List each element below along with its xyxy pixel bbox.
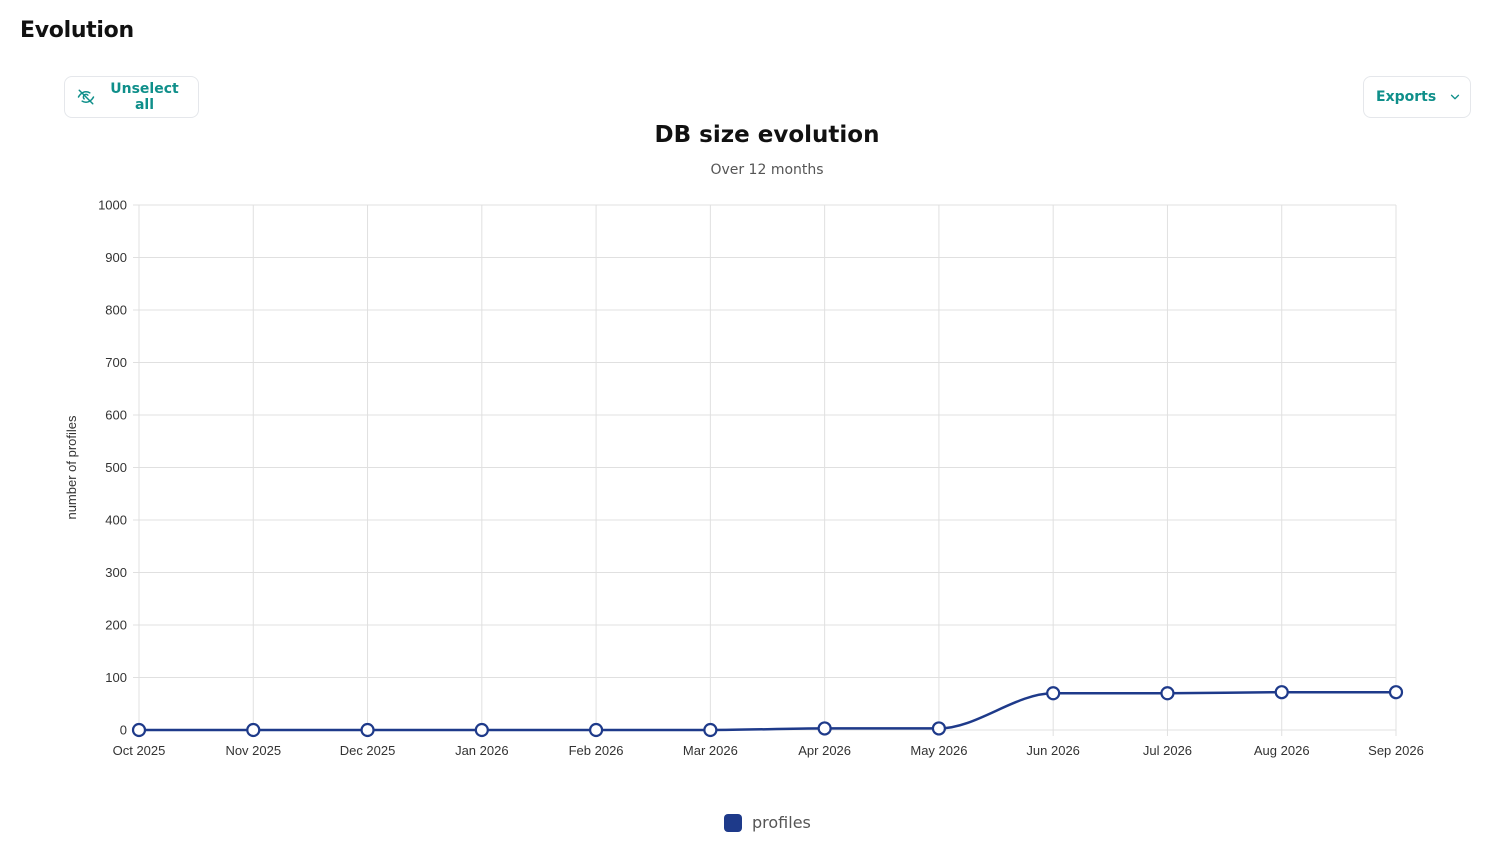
- exports-dropdown-button[interactable]: Exports: [1363, 76, 1471, 118]
- x-tick-label: May 2026: [910, 743, 967, 758]
- legend-swatch: [724, 813, 742, 832]
- page-title: Evolution: [20, 18, 134, 43]
- x-tick-label: Nov 2025: [225, 743, 281, 758]
- y-tick-label: 300: [105, 565, 127, 580]
- y-tick-label: 100: [105, 670, 127, 685]
- data-point: [1046, 686, 1061, 701]
- exports-label: Exports: [1376, 89, 1437, 105]
- y-tick-label: 500: [105, 460, 127, 475]
- chart-subtitle: Over 12 months: [710, 162, 824, 178]
- data-point: [1274, 685, 1289, 700]
- chevron-down-icon: [1448, 90, 1462, 104]
- data-point: [703, 722, 718, 738]
- data-point: [474, 722, 489, 738]
- y-tick-label: 700: [105, 355, 127, 370]
- x-tick-label: Mar 2026: [683, 743, 738, 758]
- data-point: [588, 722, 604, 738]
- series-line-profiles: [139, 690, 1396, 732]
- y-tick-label: 400: [105, 513, 127, 528]
- x-tick-label: Dec 2025: [340, 743, 396, 758]
- legend-label: profiles: [752, 813, 811, 832]
- x-tick-label: Apr 2026: [798, 743, 851, 758]
- x-tick-label: Jun 2026: [1026, 743, 1080, 758]
- data-point: [360, 722, 375, 738]
- data-point: [131, 722, 147, 738]
- data-point: [246, 722, 261, 738]
- x-tick-label: Jul 2026: [1143, 743, 1192, 758]
- y-tick-label: 900: [105, 250, 127, 265]
- y-tick-label: 800: [105, 303, 127, 318]
- y-axis-label: number of profiles: [64, 415, 79, 520]
- unselect-all-button[interactable]: Unselect all: [64, 76, 199, 118]
- x-tick-label: Oct 2025: [113, 743, 166, 758]
- unselect-all-label: Unselect all: [110, 81, 179, 113]
- y-tick-label: 600: [105, 408, 127, 423]
- data-point: [1388, 685, 1404, 700]
- data-point: [931, 721, 947, 736]
- y-tick-label: 200: [105, 618, 127, 633]
- y-tick-label: 0: [120, 723, 127, 738]
- chart-title: DB size evolution: [654, 122, 880, 148]
- eye-off-icon: [77, 88, 95, 106]
- data-point: [817, 721, 832, 736]
- x-tick-label: Sep 2026: [1368, 743, 1424, 758]
- chart-legend[interactable]: profiles: [724, 813, 811, 832]
- x-tick-label: Jan 2026: [455, 743, 509, 758]
- x-tick-label: Feb 2026: [569, 743, 624, 758]
- data-point: [1160, 686, 1175, 701]
- x-tick-label: Aug 2026: [1254, 743, 1310, 758]
- y-tick-label: 1000: [98, 198, 127, 213]
